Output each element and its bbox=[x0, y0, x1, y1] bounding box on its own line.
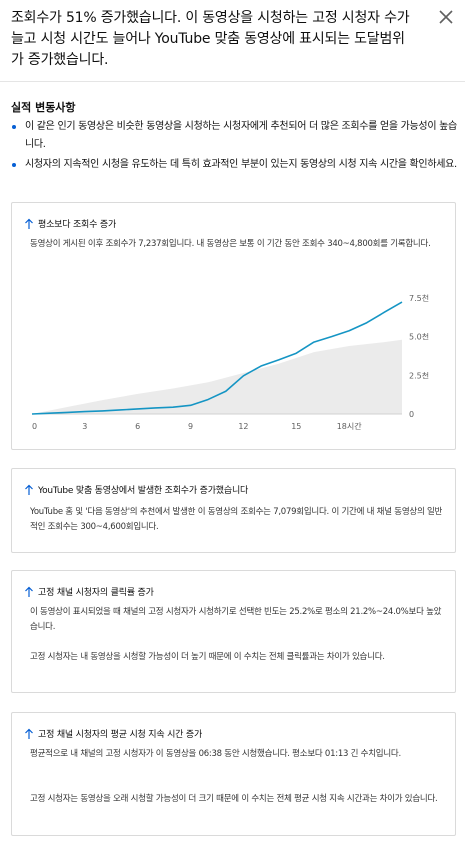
typical-range-band bbox=[32, 339, 402, 414]
insight-headline: 조회수가 51% 증가했습니다. 이 동영상을 시청하는 고정 시청자 수가 늘… bbox=[11, 10, 410, 68]
y-tick-label: 5.0천 bbox=[409, 332, 429, 342]
card-header: 고정 채널 시청자의 클릭률 증가 bbox=[24, 585, 154, 598]
arrow-up-icon bbox=[25, 728, 33, 739]
x-tick-label: 0 bbox=[32, 422, 37, 431]
card-description: 평균적으로 내 채널의 고정 시청자가 이 동영상을 06:38 동안 시청했습… bbox=[30, 749, 401, 759]
changes-list: 이 같은 인기 동영상은 비슷한 동영상을 시청하는 시청자에게 추천되어 더 … bbox=[11, 118, 457, 176]
bullet-dot bbox=[12, 125, 16, 129]
views-chart: 0 3 6 9 12 15 18시간 0 2.5천 5.0천 7.5천 bbox=[31, 293, 429, 431]
card-title: 고정 채널 시청자의 평균 시청 지속 시간 증가 bbox=[38, 730, 203, 740]
card-title: 평소보다 조회수 증가 bbox=[38, 220, 117, 230]
x-tick-label: 15 bbox=[291, 422, 301, 431]
card-description: 이 동영상이 표시되었을 때 채널의 고정 시청자가 시청하기로 선택한 빈도는… bbox=[30, 607, 442, 632]
views-card: 평소보다 조회수 증가 동영상이 게시된 이후 조회수가 7,237회입니다. … bbox=[11, 202, 456, 450]
changes-title: 실적 변동사항 bbox=[11, 101, 76, 114]
y-tick-label: 7.5천 bbox=[409, 293, 429, 303]
arrow-up-icon bbox=[25, 586, 33, 597]
card-description: YouTube 홈 및 '다음 동영상'의 추천에서 발생한 이 동영상의 조회… bbox=[30, 507, 443, 532]
list-item: 시청자의 지속적인 시청을 유도하는 데 특히 효과적인 부분이 있는지 동영상… bbox=[11, 156, 457, 174]
list-item: 이 같은 인기 동영상은 비슷한 동영상을 시청하는 시청자에게 추천되어 더 … bbox=[11, 118, 457, 154]
card-header: 평소보다 조회수 증가 bbox=[24, 217, 116, 230]
x-tick-label: 12 bbox=[238, 422, 248, 431]
x-tick-label: 18시간 bbox=[337, 421, 363, 431]
card-header: 고정 채널 시청자의 평균 시청 지속 시간 증가 bbox=[24, 727, 202, 740]
suggested-card: YouTube 맞춤 동영상에서 발생한 조회수가 증가했습니다 YouTube… bbox=[11, 468, 456, 553]
arrow-up-icon bbox=[25, 484, 33, 495]
views-series-line bbox=[31, 301, 403, 415]
bullet-dot bbox=[12, 163, 16, 167]
x-tick-label: 6 bbox=[135, 422, 140, 431]
insight-header: 조회수가 51% 증가했습니다. 이 동영상을 시청하는 고정 시청자 수가 늘… bbox=[0, 0, 465, 82]
watch-time-card: 고정 채널 시청자의 평균 시청 지속 시간 증가 평균적으로 내 채널의 고정… bbox=[11, 712, 456, 836]
y-tick-label: 0 bbox=[409, 410, 414, 419]
card-title: 고정 채널 시청자의 클릭률 증가 bbox=[38, 588, 154, 598]
change-text: 이 같은 인기 동영상은 비슷한 동영상을 시청하는 시청자에게 추천되어 더 … bbox=[25, 121, 457, 150]
card-note: 고정 시청자는 동영상을 오래 시청할 가능성이 더 크기 때문에 이 수치는 … bbox=[30, 794, 438, 804]
arrow-up-icon bbox=[25, 218, 33, 229]
x-tick-label: 9 bbox=[188, 422, 193, 431]
close-icon[interactable] bbox=[437, 8, 455, 26]
y-tick-label: 2.5천 bbox=[409, 370, 429, 380]
card-title: YouTube 맞춤 동영상에서 발생한 조회수가 증가했습니다 bbox=[38, 486, 249, 496]
x-tick-label: 3 bbox=[82, 422, 87, 431]
card-note: 고정 시청자는 내 동영상을 시청할 가능성이 더 높기 때문에 이 수치는 전… bbox=[30, 652, 385, 662]
card-header: YouTube 맞춤 동영상에서 발생한 조회수가 증가했습니다 bbox=[24, 483, 248, 496]
change-text: 시청자의 지속적인 시청을 유도하는 데 특히 효과적인 부분이 있는지 동영상… bbox=[25, 159, 457, 170]
card-description: 동영상이 게시된 이후 조회수가 7,237회입니다. 내 동영상은 보통 이 … bbox=[30, 239, 431, 249]
ctr-card: 고정 채널 시청자의 클릭률 증가 이 동영상이 표시되었을 때 채널의 고정 … bbox=[11, 570, 456, 693]
